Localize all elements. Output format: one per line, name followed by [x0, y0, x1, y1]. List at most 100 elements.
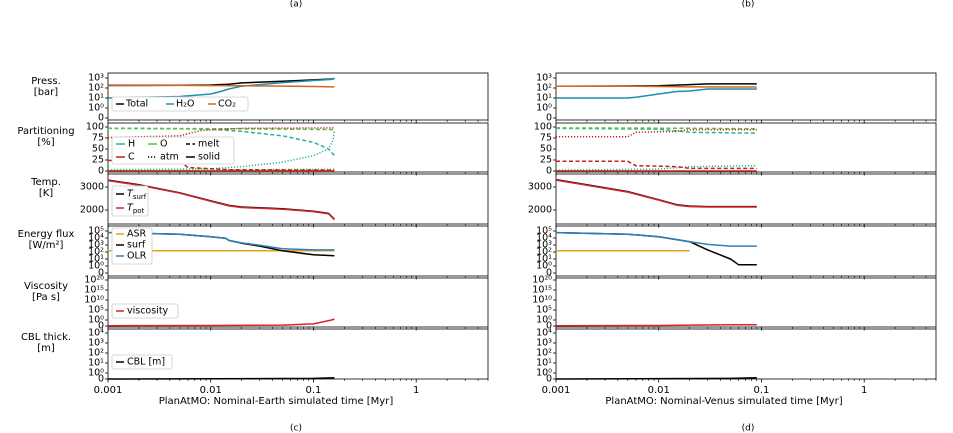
legend-label: atm [160, 152, 179, 163]
y-tick-label: 0 [98, 166, 104, 177]
y-tick-label: 10³ [88, 73, 104, 84]
series-line-o-melt [107, 127, 335, 131]
series-line-olr [555, 231, 757, 247]
y-tick-label: 10⁰ [88, 368, 104, 379]
y-tick-label: 10¹ [536, 254, 552, 265]
y-tick-label: 25 [540, 155, 552, 166]
y-tick-label: 10² [536, 247, 552, 258]
y-tick-label: 10¹ [88, 93, 104, 104]
x-axis-label: PlanAtMO: Nominal-Venus simulated time [… [605, 396, 842, 407]
y-tick-label: 10⁴ [88, 233, 104, 244]
x-tick-label: 0.1 [306, 385, 322, 396]
y-tick-label: 10¹⁰ [532, 295, 552, 306]
axes-frame [555, 277, 937, 328]
y-tick-label: 10⁵ [88, 305, 104, 316]
series-line-o-melt [555, 127, 757, 130]
x-tick-label: 0.01 [200, 385, 222, 396]
y-tick-label: 10² [88, 348, 104, 359]
y-tick-label: 10⁰ [536, 261, 552, 272]
chart-panel-nominal-venus: 10³10²10¹10⁰010075502503000200010⁵10⁴10³… [528, 72, 937, 407]
y-tick-label: 75 [540, 133, 552, 144]
series-line-c-melt [556, 160, 757, 170]
y-tick-label: 10² [88, 83, 104, 94]
axes-frame [555, 173, 937, 225]
series-line-t-surf [555, 178, 757, 208]
y-axis-label: [Pa s] [32, 292, 60, 303]
axes-frame [107, 173, 489, 225]
y-tick-label: 0 [546, 268, 552, 279]
y-tick-label: 10⁰ [88, 315, 104, 326]
legend-label: H₂O [176, 99, 194, 110]
legend-label: surf [127, 240, 146, 251]
legend-box [111, 227, 153, 265]
y-tick-label: 10¹ [88, 358, 104, 369]
y-tick-label: 10¹ [536, 93, 552, 104]
y-tick-label: 10¹⁰ [84, 295, 104, 306]
y-tick-label: 10²⁰ [532, 275, 552, 286]
series-line-surf [555, 231, 757, 266]
axes-frame [555, 72, 937, 121]
y-tick-label: 10⁵ [536, 305, 552, 316]
axes-frame [107, 72, 489, 121]
x-tick-label: 0.1 [754, 385, 770, 396]
y-tick-label: 0 [546, 321, 552, 332]
y-axis-label: [m] [37, 343, 55, 354]
y-tick-label: 3000 [528, 182, 552, 193]
y-tick-label: 10³ [88, 338, 104, 349]
axes-frame [107, 328, 489, 380]
y-tick-label: 10³ [536, 338, 552, 349]
series-line-co- [556, 85, 757, 88]
y-tick-label: 10⁴ [536, 328, 552, 339]
legend-box [111, 354, 173, 370]
x-tick-label: 0.001 [542, 385, 571, 396]
series-line-viscosity [107, 318, 335, 327]
y-axis-label: [K] [39, 188, 53, 199]
y-axis-label: [%] [37, 137, 54, 148]
legend-label: H [128, 139, 135, 150]
y-axis-label: Temp. [30, 177, 61, 188]
y-axis-label: CBL thick. [21, 332, 71, 343]
y-tick-label: 50 [92, 144, 104, 155]
y-tick-label: 25 [92, 155, 104, 166]
y-axis-label: Partitioning [17, 126, 74, 137]
caption-fragment: (a) [290, 0, 303, 10]
y-tick-label: 0 [546, 113, 552, 124]
y-axis-label: [bar] [34, 87, 58, 98]
subplot-row-2: 3000 2000 [528, 173, 937, 228]
y-tick-label: 10²⁰ [84, 275, 104, 286]
y-axis-label: Energy flux [18, 229, 75, 240]
y-axis-label: Viscosity [24, 281, 68, 292]
series-line-co- [107, 84, 335, 88]
series-line-cbl-m- [107, 377, 335, 380]
y-tick-label: 10² [536, 348, 552, 359]
y-tick-label: 0 [546, 374, 552, 385]
legend-label-sub: surf [133, 193, 147, 201]
series-line-o-atm [107, 168, 335, 171]
legend-box [111, 96, 249, 112]
y-tick-label: 10⁵ [88, 226, 104, 237]
legend-label: O [160, 139, 167, 150]
legend-label: OLR [127, 251, 147, 262]
legend-label: solid [198, 152, 220, 163]
legend-label: CO₂ [218, 99, 236, 110]
y-tick-label: 10⁵ [536, 226, 552, 237]
y-tick-label: 10⁰ [88, 261, 104, 272]
y-tick-label: 0 [98, 321, 104, 332]
y-tick-label: 10⁰ [88, 103, 104, 114]
x-tick-label: 1 [861, 385, 867, 396]
y-tick-label: 10¹⁵ [84, 285, 104, 296]
y-tick-label: 10⁰ [536, 368, 552, 379]
y-axis-label: [W/m²] [29, 240, 64, 251]
y-tick-label: 10¹ [88, 254, 104, 265]
y-tick-label: 10¹ [536, 358, 552, 369]
legend-label: Total [125, 99, 148, 110]
